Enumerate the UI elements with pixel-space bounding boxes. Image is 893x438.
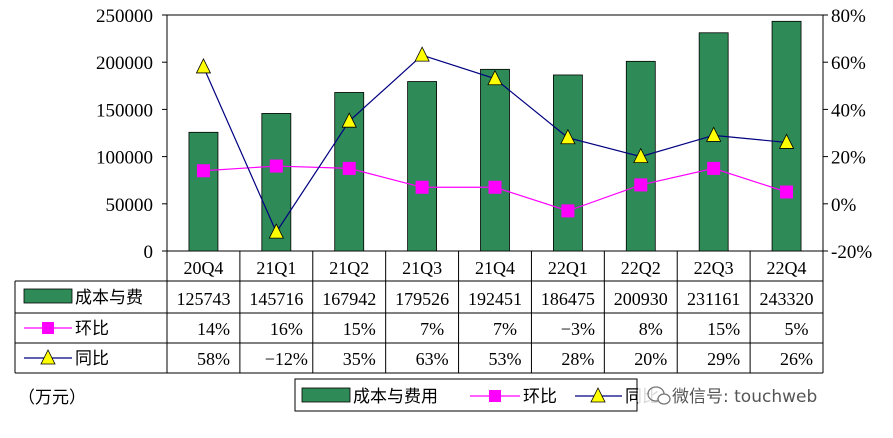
table-cell: −12% xyxy=(265,349,308,369)
left-tick-label: 50000 xyxy=(106,195,154,216)
tongbi-point-21Q4 xyxy=(487,69,503,86)
table-cell: 53% xyxy=(489,349,522,369)
category-label: 22Q4 xyxy=(767,258,807,278)
huanbi-point-21Q4 xyxy=(488,180,502,194)
table-row-label: 环比 xyxy=(75,319,109,339)
right-tick-label: 0% xyxy=(831,195,857,216)
table-key-bar xyxy=(23,288,73,304)
legend-key-marker xyxy=(489,390,501,402)
tongbi-point-21Q1 xyxy=(268,223,284,239)
table-cell: 125743 xyxy=(176,289,230,309)
table-cell: 192451 xyxy=(468,289,522,309)
table-cell: 167942 xyxy=(322,289,376,309)
tongbi-point-22Q2 xyxy=(633,147,649,164)
watermark-backdrop xyxy=(638,380,888,410)
wechat-icon xyxy=(647,386,671,405)
category-label: 22Q2 xyxy=(621,258,661,278)
category-label: 21Q2 xyxy=(329,258,369,278)
category-label: 21Q3 xyxy=(402,258,442,278)
table-cell: 179526 xyxy=(395,289,449,309)
table-cell: 7% xyxy=(493,319,517,339)
category-label: 22Q1 xyxy=(548,258,588,278)
huanbi-point-21Q1 xyxy=(269,159,283,173)
huanbi-point-22Q3 xyxy=(707,161,721,175)
left-tick-label: 250000 xyxy=(96,6,153,27)
table-cell: 63% xyxy=(416,349,449,369)
table-cell: 15% xyxy=(707,319,740,339)
tongbi-point-21Q3 xyxy=(414,46,430,62)
bar-20Q4 xyxy=(188,131,219,252)
category-label: 21Q1 xyxy=(256,258,296,278)
table-cell: 26% xyxy=(780,349,813,369)
unit-label: （万元） xyxy=(18,388,86,408)
category-label: 20Q4 xyxy=(183,258,223,278)
right-tick-label: 20% xyxy=(831,148,866,169)
table-cell: 20% xyxy=(634,349,667,369)
line-series xyxy=(195,46,795,239)
table-cell: 231161 xyxy=(687,289,740,309)
legend-box xyxy=(294,378,638,412)
right-tick-label: 80% xyxy=(831,6,866,27)
table-key-marker xyxy=(42,322,54,334)
bar-21Q4 xyxy=(480,68,510,252)
table-cell: 14% xyxy=(197,319,230,339)
legend-key-marker xyxy=(590,387,606,403)
table-cell: 15% xyxy=(343,319,376,339)
huanbi-point-22Q2 xyxy=(634,178,648,192)
right-tick-label: -20% xyxy=(831,242,872,263)
huanbi-point-20Q4 xyxy=(196,164,210,178)
right-tick-label: 60% xyxy=(831,53,866,74)
table-cell: 16% xyxy=(270,319,303,339)
tongbi-point-22Q3 xyxy=(706,126,722,142)
huanbi-point-22Q4 xyxy=(780,185,794,199)
left-tick-label: 100000 xyxy=(96,148,153,169)
table-cell: 35% xyxy=(343,349,376,369)
table-cell: 58% xyxy=(197,349,230,369)
category-label: 21Q4 xyxy=(475,258,515,278)
table-row-label: 成本与费 xyxy=(75,288,143,308)
table-cell: −3% xyxy=(561,319,595,339)
right-axis: -20% 0% 20% 40% 60% 80% xyxy=(823,6,872,263)
tongbi-point-20Q4 xyxy=(195,58,212,74)
table-cell: 28% xyxy=(561,349,594,369)
category-label: 22Q3 xyxy=(694,258,734,278)
legend-label: 成本与费用 xyxy=(353,387,438,407)
table-cell: 7% xyxy=(420,319,444,339)
table-cell: 29% xyxy=(707,349,740,369)
huanbi-point-22Q1 xyxy=(561,204,575,218)
left-tick-label: 150000 xyxy=(96,100,153,121)
watermark-text: 微信号: touchweb xyxy=(672,387,817,407)
table-cell: 243320 xyxy=(760,289,814,309)
table-cell: 186475 xyxy=(541,289,595,309)
table-cell: 200930 xyxy=(614,289,668,309)
bar-22Q1 xyxy=(552,74,583,252)
left-tick-label: 200000 xyxy=(96,53,153,74)
tongbi-point-21Q2 xyxy=(341,112,357,128)
bar-22Q3 xyxy=(698,32,729,252)
table-cell: 8% xyxy=(639,319,663,339)
wechat-bubble-small xyxy=(657,393,671,405)
left-axis: 0 50000 100000 150000 200000 250000 xyxy=(96,6,167,263)
right-tick-label: 40% xyxy=(831,100,866,121)
table-cell: 145716 xyxy=(249,289,303,309)
watermark: 微信号: touchweb xyxy=(638,380,888,410)
tongbi-point-22Q1 xyxy=(560,128,576,145)
table-cell: 5% xyxy=(785,319,809,339)
tongbi-point-22Q4 xyxy=(778,133,795,149)
legend-label: 环比 xyxy=(523,387,557,407)
huanbi-point-21Q3 xyxy=(415,180,429,194)
data-table: 20Q4 21Q1 21Q2 21Q3 21Q4 22Q1 22Q2 22Q3 22Q4 成本与费… xyxy=(14,251,824,374)
table-row-label: 同比 xyxy=(75,349,109,369)
legend-key-bar xyxy=(301,387,351,403)
table-key-marker xyxy=(40,349,56,365)
left-tick-label: 0 xyxy=(144,242,154,263)
legend: 成本与费用环比同比 xyxy=(294,378,659,412)
bar-21Q3 xyxy=(407,81,438,252)
huanbi-point-21Q2 xyxy=(342,161,356,175)
